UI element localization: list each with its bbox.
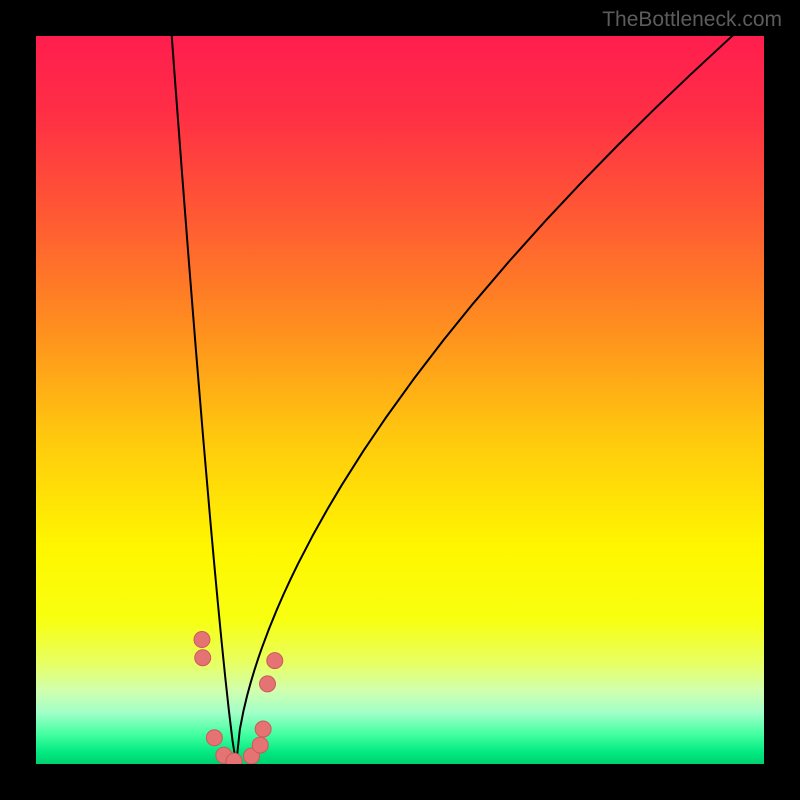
data-marker [252, 737, 268, 753]
data-marker [195, 650, 211, 666]
data-marker [255, 721, 271, 737]
data-marker [267, 653, 283, 669]
data-marker [206, 730, 222, 746]
gradient-background [36, 36, 764, 764]
bottleneck-chart [0, 0, 800, 800]
watermark-text: TheBottleneck.com [602, 8, 782, 32]
data-marker [194, 632, 210, 648]
chart-frame: TheBottleneck.com [0, 0, 800, 800]
data-marker [260, 676, 276, 692]
